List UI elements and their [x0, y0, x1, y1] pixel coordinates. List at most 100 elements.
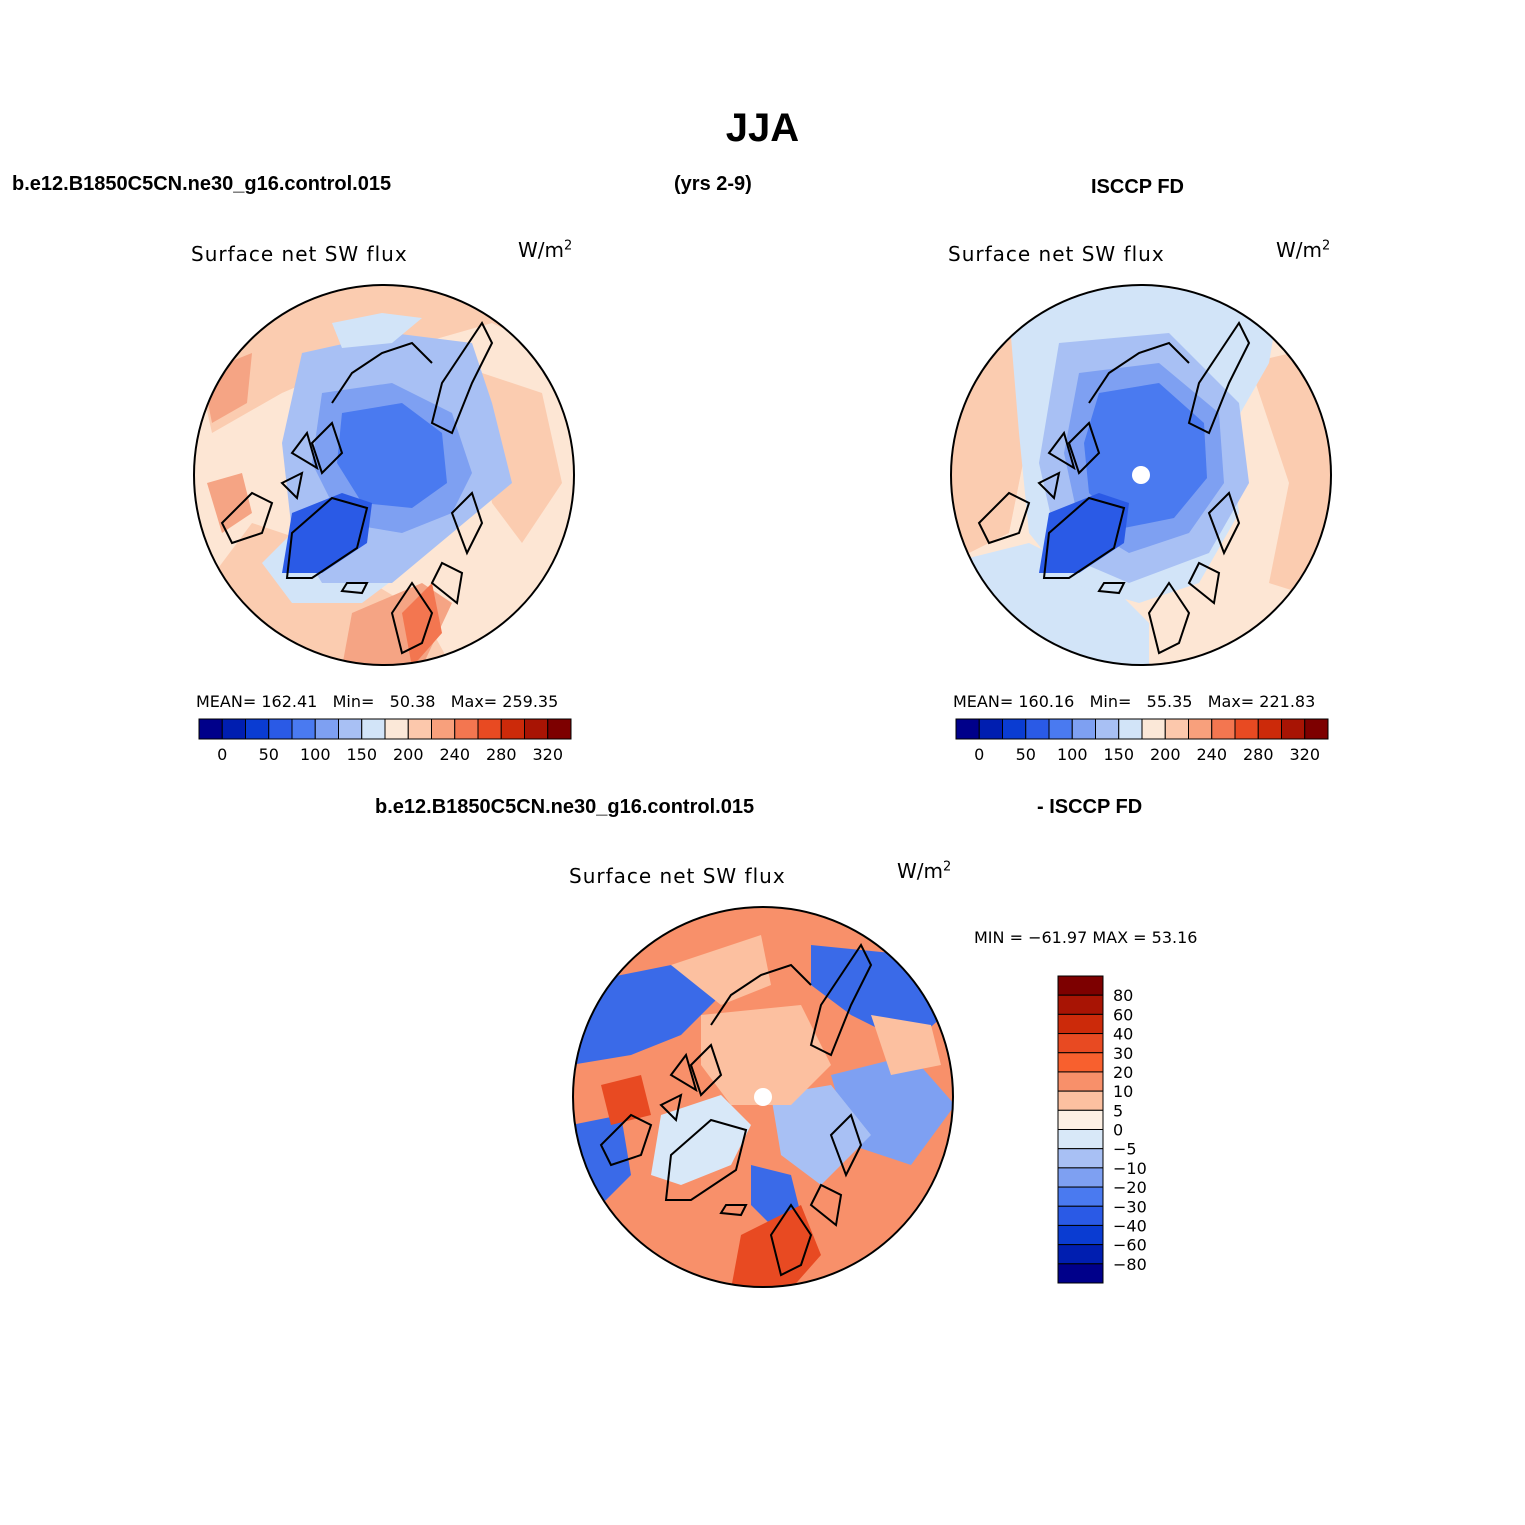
diff-colorbar-tick-label: 0	[1113, 1121, 1123, 1140]
panel1-units: W/m2	[518, 238, 573, 262]
panel1-colorbar-tick-label: 200	[393, 745, 424, 764]
panel2-polar-map	[950, 284, 1332, 666]
panel2-colorbar-color-box	[1304, 718, 1329, 740]
diff-colorbar-tick-label: −30	[1113, 1197, 1147, 1216]
diff-colorbar-box	[1057, 1129, 1104, 1150]
diff-colorbar-box	[1057, 1263, 1104, 1284]
panel1-colorbar-tick-label: 0	[217, 745, 227, 764]
diff-case-label: b.e12.B1850C5CN.ne30_g16.control.015	[375, 796, 755, 818]
obs-name-label: ISCCP FD	[1091, 176, 1184, 198]
panel1-colorbar-tick-label: 50	[259, 745, 279, 764]
main-title: JJA	[725, 106, 800, 150]
panel1-colorbar-color-box	[384, 718, 409, 740]
panel1-colorbar-color-box	[198, 718, 223, 740]
diff-colorbar-tick-label: −80	[1113, 1255, 1147, 1274]
diff-colorbar-tick-label: 10	[1113, 1082, 1133, 1101]
panel1-colorbar-tick-label: 280	[486, 745, 517, 764]
panel2-units: W/m2	[1276, 238, 1331, 262]
years-label: (yrs 2-9)	[674, 173, 752, 195]
panel2-colorbar-color-box	[1048, 718, 1073, 740]
panel1-title: Surface net SW flux	[191, 242, 408, 266]
panel1-colorbar-tick-label: 240	[439, 745, 470, 764]
diff-colorbar-box	[1057, 1186, 1104, 1207]
diff-colorbar-box	[1057, 1244, 1104, 1265]
panel1-colorbar-color-box	[477, 718, 502, 740]
diff-colorbar-box	[1057, 1148, 1104, 1169]
diff-colorbar-tick-label: −60	[1113, 1236, 1147, 1255]
case-name-label: b.e12.B1850C5CN.ne30_g16.control.015	[12, 173, 392, 195]
panel2-colorbar-tick-label: 50	[1016, 745, 1036, 764]
panel2-colorbar-color-box	[955, 718, 980, 740]
diff-colorbar-tick-label: −40	[1113, 1216, 1147, 1235]
panel1-colorbar-tick-label: 100	[300, 745, 331, 764]
diff-colorbar-tick-label: 5	[1113, 1101, 1123, 1120]
diff-colorbar-box	[1057, 975, 1104, 996]
panel2-colorbar-color-box	[1188, 718, 1213, 740]
panel2-colorbar-tick-label: 200	[1150, 745, 1181, 764]
diff-colorbar-tick-label: −10	[1113, 1159, 1147, 1178]
panel1-colorbar-color-box	[314, 718, 339, 740]
panel2-title: Surface net SW flux	[948, 242, 1165, 266]
panel1-colorbar-color-box	[361, 718, 386, 740]
panel2-colorbar-color-box	[1234, 718, 1259, 740]
diff-colorbar-box	[1057, 994, 1104, 1015]
panel1-colorbar-color-box	[547, 718, 572, 740]
panel1-colorbar-color-box	[407, 718, 432, 740]
panel2-colorbar: 0 50 100 150 200 240 280 320	[955, 718, 1329, 764]
panel1-colorbar-color-box	[524, 718, 549, 740]
diff-colorbar-tick-label: 80	[1113, 986, 1133, 1005]
panel2-colorbar-tick-label: 280	[1243, 745, 1274, 764]
diff-panel-units: W/m2	[897, 859, 952, 883]
panel2-colorbar-tick-label: 240	[1196, 745, 1227, 764]
panel1-colorbar: 0 50 100 150 200 240 280 320	[198, 718, 572, 764]
panel2-stats: MEAN= 160.16 Min= 55.35 Max= 221.83	[953, 692, 1316, 711]
panel2-colorbar-tick-label: 100	[1057, 745, 1088, 764]
diff-minmax: MIN = −61.97 MAX = 53.16	[974, 928, 1198, 947]
panel2-colorbar-color-box	[978, 718, 1003, 740]
panel1-colorbar-color-box	[431, 718, 456, 740]
panel1-colorbar-color-box	[500, 718, 525, 740]
panel2-colorbar-color-box	[1095, 718, 1120, 740]
panel2-colorbar-color-box	[1281, 718, 1306, 740]
diff-obs-label: - ISCCP FD	[1037, 796, 1143, 818]
panel1-stats: MEAN= 162.41 Min= 50.38 Max= 259.35	[196, 692, 559, 711]
diff-colorbar-tick-label: −5	[1113, 1140, 1137, 1159]
panel1-colorbar-tick-label: 320	[532, 745, 563, 764]
panel1-polar-map	[193, 284, 575, 666]
diff-colorbar-box	[1057, 1052, 1104, 1073]
diff-colorbar-box	[1057, 1090, 1104, 1111]
panel1-colorbar-color-box	[268, 718, 293, 740]
diff-colorbar-box	[1057, 1071, 1104, 1092]
panel2-colorbar-color-box	[1002, 718, 1027, 740]
diff-colorbar-box	[1057, 1224, 1104, 1246]
diff-colorbar-box	[1057, 1013, 1104, 1035]
panel2-colorbar-color-box	[1025, 718, 1050, 740]
diff-colorbar-box	[1057, 1167, 1104, 1188]
panel2-colorbar-color-box	[1071, 718, 1096, 740]
panel1-colorbar-color-box	[291, 718, 316, 740]
diff-panel-title: Surface net SW flux	[569, 864, 786, 888]
diff-colorbar-tick-label: −20	[1113, 1178, 1147, 1197]
diff-colorbar-box	[1057, 1205, 1104, 1226]
diff-colorbar-tick-label: 60	[1113, 1005, 1133, 1024]
panel1-colorbar-color-box	[454, 718, 479, 740]
panel2-colorbar-tick-label: 150	[1103, 745, 1134, 764]
panel1-colorbar-color-box	[221, 718, 246, 740]
panel2-colorbar-color-box	[1141, 718, 1166, 740]
panel1-colorbar-color-box	[338, 718, 363, 740]
diff-colorbar-tick-label: 40	[1113, 1025, 1133, 1044]
panel2-colorbar-color-box	[1257, 718, 1282, 740]
panel2-colorbar-color-box	[1211, 718, 1236, 740]
panel2-colorbar-color-box	[1164, 718, 1189, 740]
panel1-colorbar-tick-label: 150	[346, 745, 377, 764]
diff-colorbar-box	[1057, 1109, 1104, 1130]
diff-colorbar-tick-label: 30	[1113, 1044, 1133, 1063]
panel2-colorbar-tick-label: 0	[974, 745, 984, 764]
diff-colorbar-tick-label: 20	[1113, 1063, 1133, 1082]
diff-colorbar-box	[1057, 1033, 1104, 1054]
panel2-colorbar-tick-label: 320	[1289, 745, 1320, 764]
diff-polar-map	[572, 906, 954, 1288]
panel2-colorbar-color-box	[1118, 718, 1143, 740]
panel1-colorbar-color-box	[245, 718, 270, 740]
